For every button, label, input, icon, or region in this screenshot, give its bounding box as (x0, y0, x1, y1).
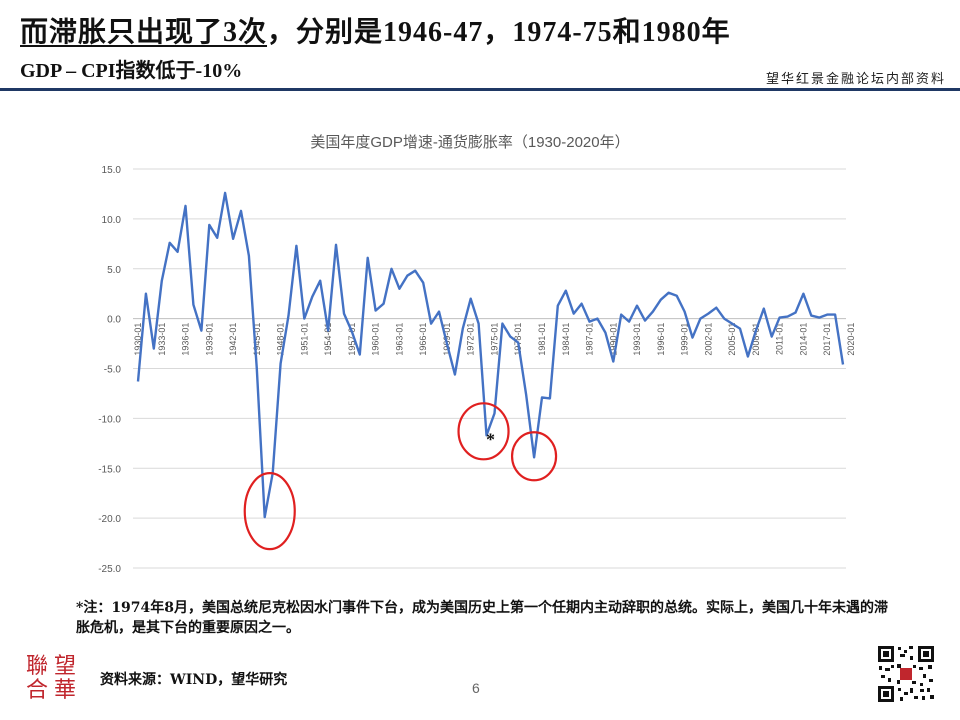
logo-char: 望 (54, 654, 77, 679)
page-number: 6 (472, 680, 480, 696)
highlight-circle (457, 402, 510, 461)
page-title-rest: ，分别是1946-47，1974-75和1980年 (267, 17, 731, 48)
series-layer (136, 191, 845, 519)
x-tick-label: 1930-01 (133, 323, 143, 356)
x-tick-label: 2011-01 (775, 323, 785, 355)
logo-char: 華 (54, 678, 77, 703)
y-tick-label: -10.0 (98, 414, 121, 425)
header-divider (0, 88, 960, 91)
x-tick-label: 1936-01 (181, 323, 191, 356)
highlight-circle (243, 472, 296, 551)
x-tick-label: 1960-01 (371, 323, 381, 356)
qr-code-icon (876, 644, 936, 704)
x-tick-label: 1990-01 (608, 323, 618, 356)
logo: 聯 望 合 華 (24, 655, 86, 705)
x-tick-label: 1957-01 (347, 323, 357, 356)
x-tick-label: 1933-01 (157, 323, 167, 356)
x-tick-label: 1942-01 (228, 323, 238, 356)
x-tick-label: 1987-01 (585, 323, 595, 356)
x-tick-label: 1948-01 (276, 323, 286, 356)
x-tick-label: 1954-01 (323, 323, 333, 356)
x-tick-label: 1978-01 (513, 323, 523, 356)
chart-title: 美国年度GDP增速-通货膨胀率（1930-2020年） (310, 134, 629, 151)
highlight-circle (510, 431, 558, 482)
x-tick-label: 1945-01 (252, 323, 262, 356)
y-tick-label: 5.0 (107, 265, 121, 276)
asterisk-annotation: * (486, 429, 495, 449)
x-tick-label: 1975-01 (489, 323, 499, 356)
x-tick-label: 2002-01 (703, 323, 713, 356)
data-source: 资料来源：WIND，望华研究 (100, 672, 288, 688)
x-tick-label: 1963-01 (394, 323, 404, 356)
x-tick-label: 1966-01 (418, 323, 428, 356)
x-tick-label: 2005-01 (727, 323, 737, 356)
gridlines (133, 168, 846, 569)
x-tick-label: 2008-01 (751, 323, 761, 356)
x-tick-label: 2017-01 (822, 323, 832, 356)
logo-char: 合 (26, 678, 49, 703)
logo-char: 聯 (26, 654, 49, 679)
page-subtitle: GDP – CPI指数低于-10% (20, 60, 243, 82)
y-tick-label: 10.0 (102, 215, 122, 226)
page-title-underlined: 而滞胀只出现了3次 (20, 17, 268, 48)
y-tick-label: 0.0 (107, 315, 121, 326)
x-tick-label: 1951-01 (299, 323, 309, 356)
internal-material-tag: 望华红景金融论坛内部资料 (765, 72, 946, 87)
annotations: * (243, 402, 558, 551)
line-chart: 美国年度GDP增速-通货膨胀率（1930-2020年） 15.0 10.0 5.0 0… (98, 134, 856, 575)
axes: 15.0 10.0 5.0 0.0 -5.0 -10.0 -15.0 -20.0 -25.0 19… (98, 165, 856, 575)
x-tick-label: 1996-01 (656, 323, 666, 356)
x-tick-label: 1999-01 (680, 323, 690, 356)
y-tick-label: -5.0 (104, 365, 122, 376)
x-tick-label: 1981-01 (537, 323, 547, 356)
x-tick-label: 1993-01 (632, 323, 642, 356)
y-tick-label: 15.0 (102, 165, 122, 176)
x-tick-label: 1972-01 (466, 323, 476, 356)
x-tick-label: 2020-01 (846, 323, 856, 356)
series-line (136, 191, 845, 519)
footnote: *注：1974年8月，美国总统尼克松因水门事件下台，成为美国历史上第一个任期内主… (76, 600, 889, 636)
x-tick-label: 1939-01 (204, 323, 214, 356)
y-tick-label: -20.0 (98, 514, 121, 525)
y-tick-label: -25.0 (98, 564, 121, 575)
x-tick-label: 2014-01 (798, 323, 808, 356)
x-tick-label: 1984-01 (561, 323, 571, 356)
y-tick-label: -15.0 (98, 464, 121, 475)
page-title: 而滞胀只出现了3次，分别是1946-47，1974-75和1980年 (20, 10, 731, 50)
